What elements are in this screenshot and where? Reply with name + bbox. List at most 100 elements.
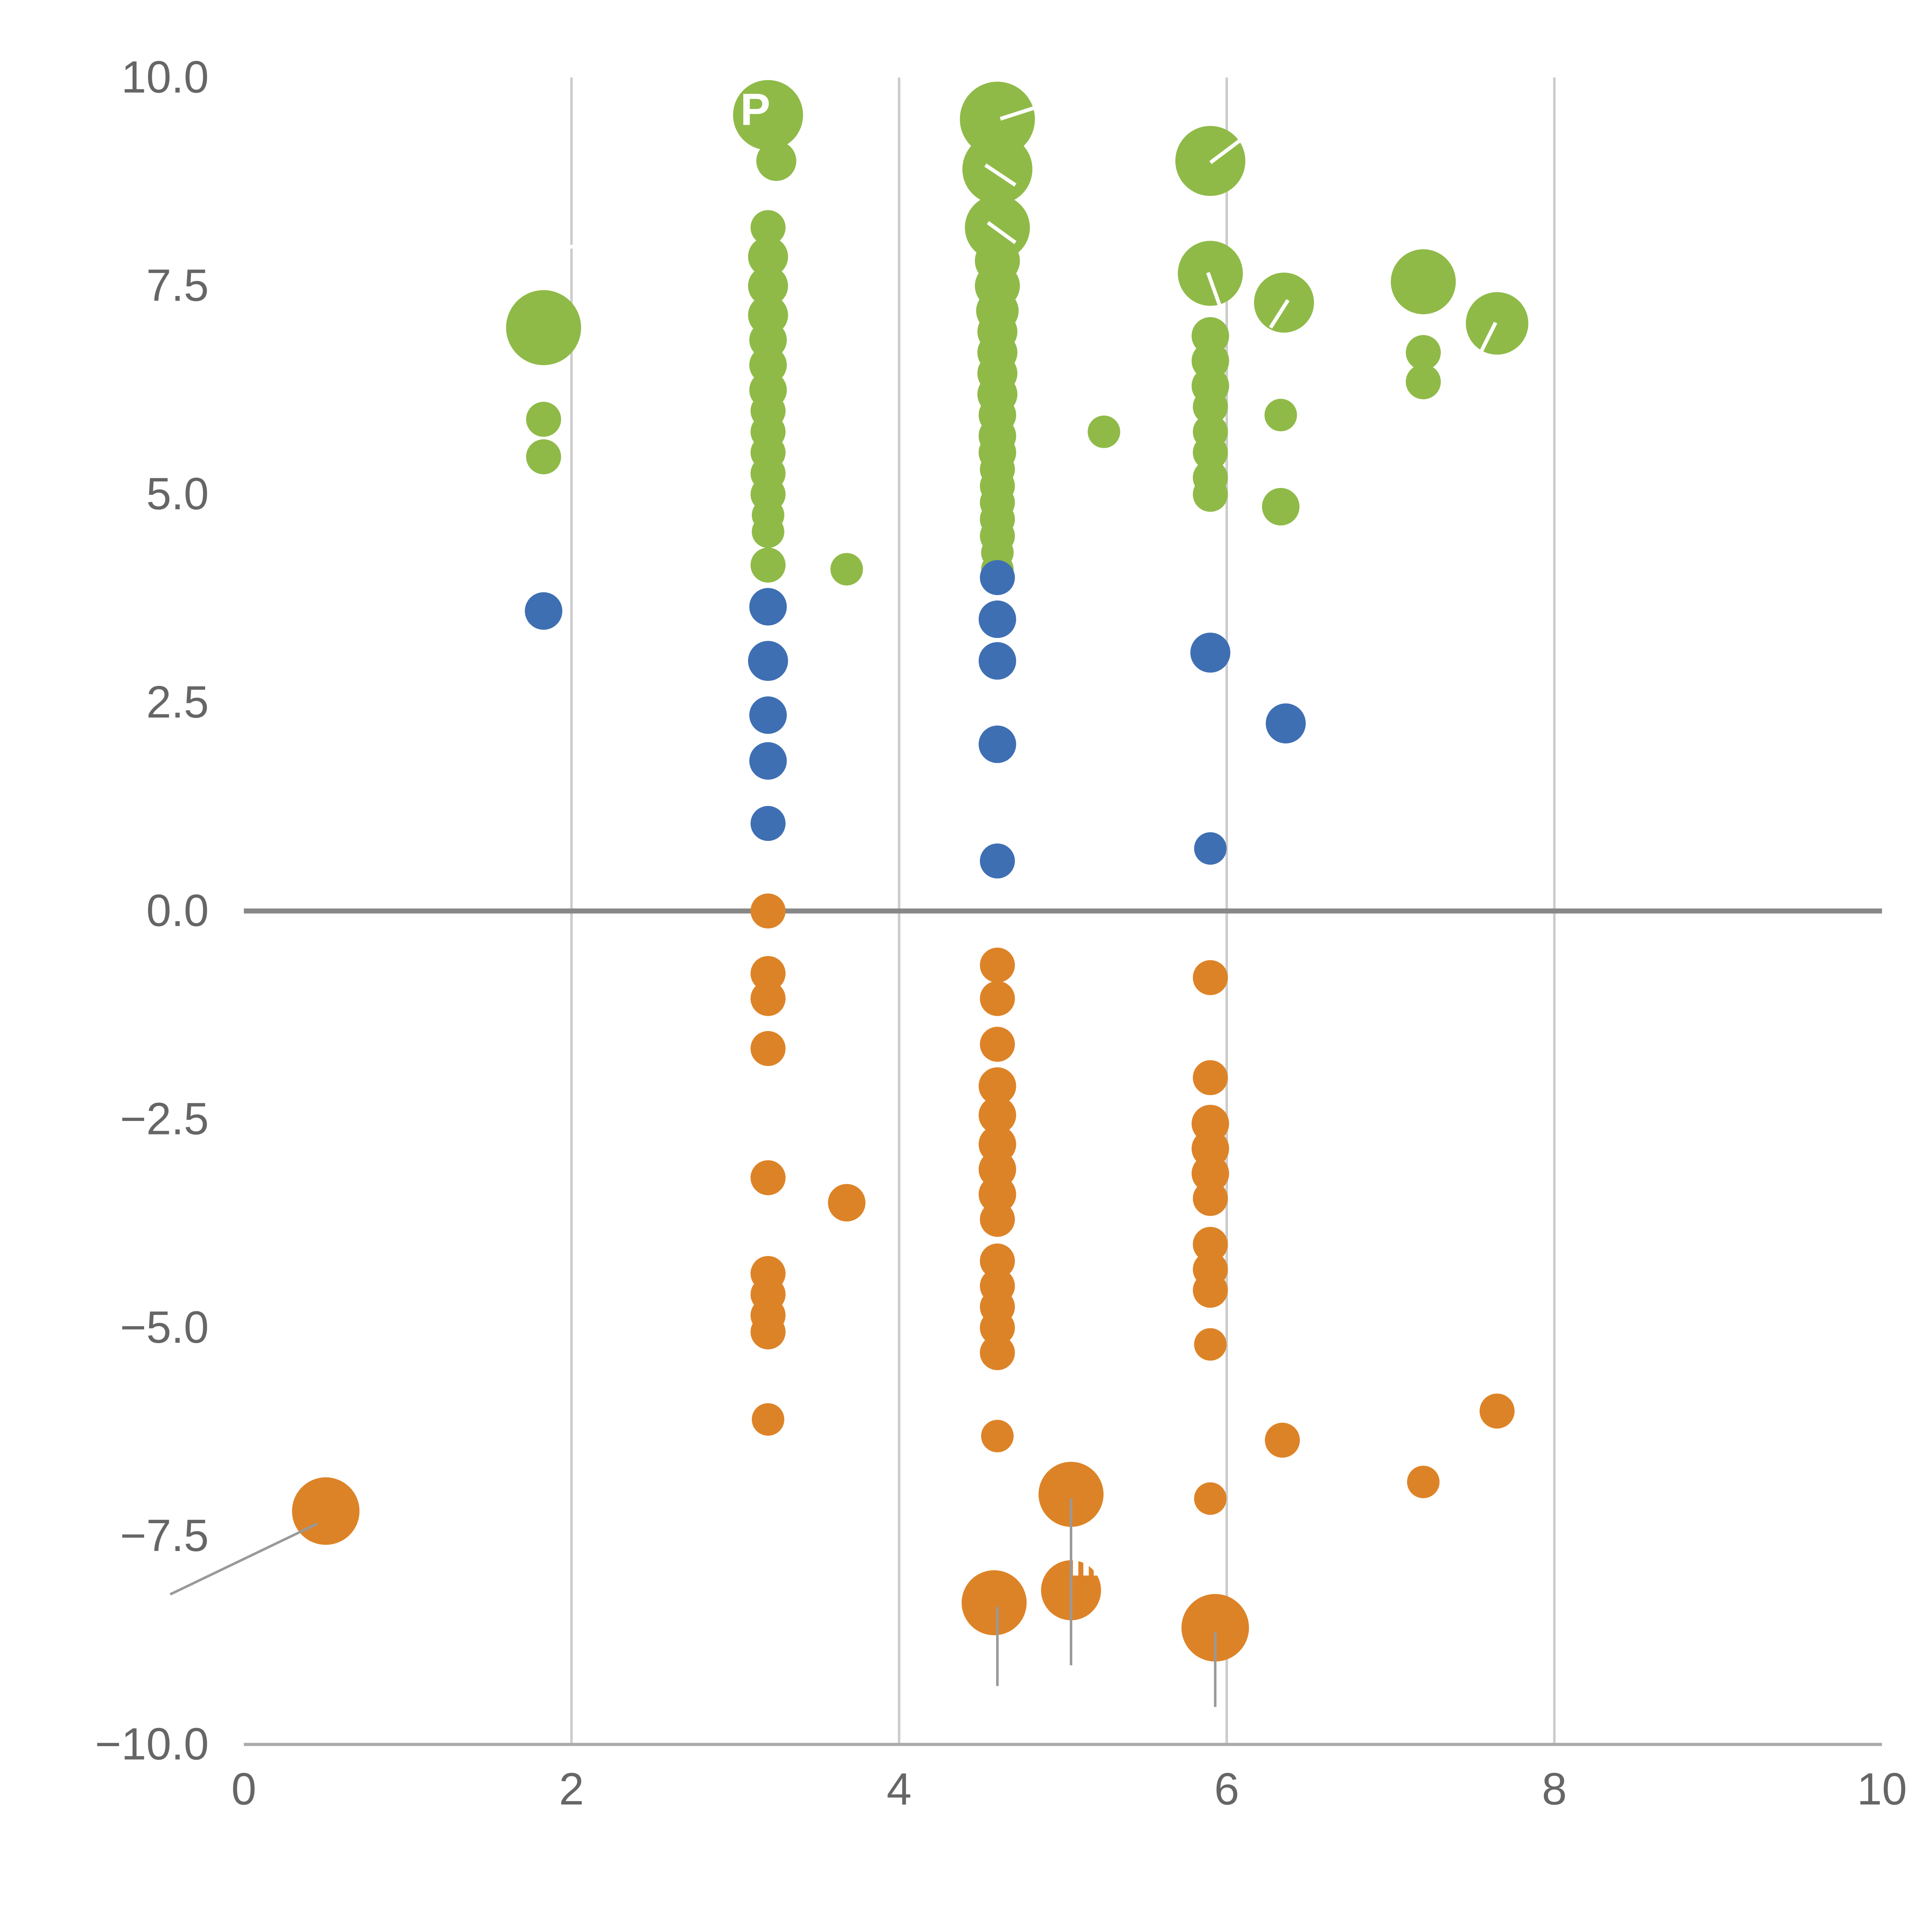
bubble-highlight-mark	[561, 243, 580, 251]
bubble	[830, 553, 863, 586]
bubble	[750, 1031, 786, 1066]
bubble	[1194, 832, 1227, 865]
bubble	[980, 1243, 1015, 1279]
bubble	[978, 725, 1016, 763]
label-fragment: P	[740, 85, 770, 135]
x-tick-label: 8	[1542, 1764, 1567, 1814]
bubble-highlight-mark	[984, 163, 1017, 187]
y-tick-label: −5.0	[120, 1302, 209, 1352]
bubble	[748, 236, 788, 277]
bubble	[1194, 1482, 1227, 1515]
bubble-highlights	[561, 105, 1497, 354]
x-tick-labels: 0 2 4 6 8 10	[231, 1764, 1907, 1814]
bubble	[981, 1420, 1014, 1452]
bubble	[978, 1067, 1016, 1105]
bubble	[749, 696, 787, 734]
bubble	[1193, 1272, 1228, 1308]
y-tick-label: 0.0	[146, 885, 209, 935]
y-tick-label: 10.0	[121, 52, 209, 102]
bubble	[1265, 1422, 1300, 1458]
bubble	[1265, 703, 1306, 743]
y-tick-label: 2.5	[146, 677, 209, 727]
bubble	[980, 947, 1015, 983]
bubble	[1193, 1060, 1228, 1095]
bubble	[525, 592, 563, 630]
bubble	[1038, 1462, 1104, 1527]
bubble	[978, 600, 1016, 638]
y-tick-label: −10.0	[95, 1719, 209, 1769]
bubble	[526, 439, 561, 474]
bubble	[1193, 476, 1228, 512]
annotation-line	[170, 1522, 318, 1596]
bubble	[980, 1027, 1015, 1062]
bubble	[750, 1160, 786, 1196]
bubble	[1193, 389, 1228, 425]
bubble	[962, 134, 1032, 204]
bubble	[733, 80, 803, 150]
bubble	[980, 1310, 1015, 1345]
label-fragment: III	[1070, 1542, 1102, 1584]
x-tick-label: 10	[1857, 1764, 1907, 1814]
bubble	[978, 1175, 1016, 1213]
bubble	[749, 742, 787, 780]
bubble	[756, 141, 796, 181]
y-tick-label: −7.5	[120, 1510, 209, 1561]
bubble	[1480, 1393, 1515, 1429]
bubble	[750, 548, 786, 583]
bubble	[961, 1570, 1027, 1636]
bubble	[1264, 399, 1297, 432]
y-tick-label: −2.5	[120, 1094, 209, 1144]
bubble	[1407, 1466, 1440, 1498]
bubble	[1406, 364, 1441, 400]
bubble-highlight-mark	[1269, 299, 1290, 329]
bubble	[980, 981, 1015, 1016]
bubble	[1193, 435, 1228, 470]
series-orange	[292, 893, 1515, 1662]
bubble	[750, 210, 786, 245]
bubble	[506, 290, 581, 365]
y-tick-label: 5.0	[146, 469, 209, 519]
bubble-highlight-mark	[986, 221, 1017, 244]
bubble	[526, 401, 561, 437]
bubble	[1178, 241, 1243, 306]
bubble	[1254, 272, 1314, 333]
label-fragments: P III	[740, 85, 1102, 1584]
bubble	[1193, 1227, 1228, 1262]
bubble	[828, 1184, 866, 1222]
bubble	[1194, 1328, 1227, 1361]
y-tick-label: 7.5	[146, 260, 209, 311]
series-blue	[525, 560, 1306, 879]
bubble	[960, 82, 1035, 157]
bubble	[748, 266, 788, 306]
bubble-highlight-mark	[1000, 105, 1036, 121]
bubble	[978, 642, 1016, 680]
bubble	[978, 1096, 1016, 1134]
bubble	[980, 560, 1015, 595]
bubble	[1193, 1181, 1228, 1216]
bubble	[1193, 960, 1228, 995]
y-tick-labels: 10.0 7.5 5.0 2.5 0.0 −2.5 −5.0 −7.5 −10.0	[95, 52, 209, 1769]
bubble	[1406, 335, 1441, 370]
bubble	[1190, 633, 1231, 673]
bubble-highlight-mark	[1479, 321, 1497, 354]
bubble	[1191, 1155, 1229, 1192]
x-tick-label: 0	[231, 1764, 257, 1814]
bubble	[1262, 488, 1300, 526]
bubble	[980, 1202, 1015, 1237]
bubble	[980, 1335, 1015, 1370]
series-green	[506, 80, 1529, 586]
bubble	[750, 1314, 786, 1350]
bubble	[749, 588, 787, 626]
bubble-highlight-mark	[1209, 138, 1242, 164]
bubble	[748, 641, 788, 681]
bubble	[1391, 249, 1456, 315]
x-tick-label: 6	[1214, 1764, 1239, 1814]
annotation-lines	[170, 1498, 1217, 1707]
x-tick-label: 2	[559, 1764, 584, 1814]
bubble	[750, 806, 786, 841]
bubble	[1181, 1594, 1249, 1662]
bubble	[1087, 415, 1121, 448]
bubble	[752, 515, 784, 548]
